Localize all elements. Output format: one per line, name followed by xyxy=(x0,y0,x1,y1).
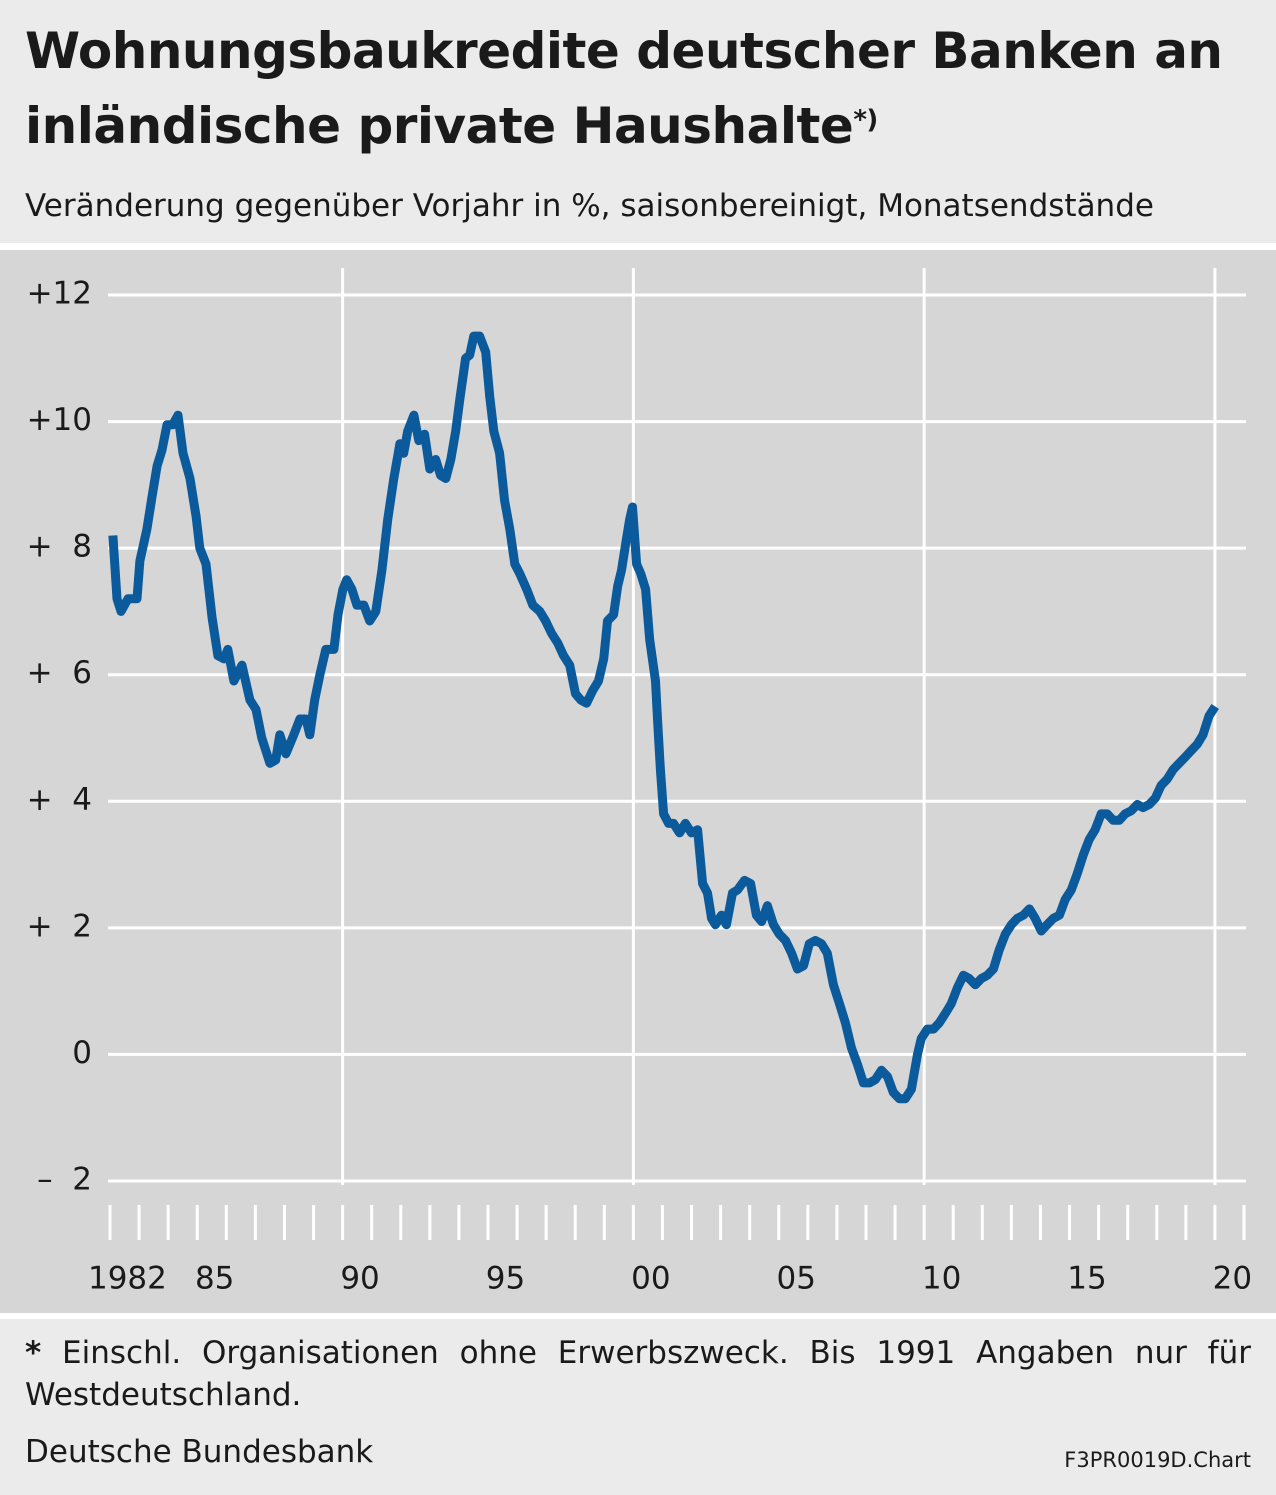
chart-id: F3PR0019D.Chart xyxy=(1064,1448,1251,1472)
grid: +12 +10 + 8 + 6 + 4 + 2 0 – 2 1982 85 90 95 00 05 10 15… xyxy=(27,268,1252,1297)
x-tick-label: 10 xyxy=(922,1261,961,1297)
y-tick-label: + 8 xyxy=(27,529,92,565)
footnote: * Einschl. Organisationen ohne Erwerbszw… xyxy=(25,1332,1251,1416)
y-tick-label: + 4 xyxy=(27,782,92,818)
x-tick-label: 20 xyxy=(1213,1261,1252,1297)
y-tick-label: + 2 xyxy=(27,908,92,944)
subtitle: Veränderung gegenüber Vorjahr in %, sais… xyxy=(25,188,1154,224)
separator xyxy=(0,1313,1276,1319)
chart-title: Wohnungsbaukredite deutscher Banken an i… xyxy=(25,14,1255,164)
x-tick-label: 1982 xyxy=(88,1261,167,1297)
title-note: *) xyxy=(853,105,878,135)
y-tick-label: 0 xyxy=(72,1035,92,1071)
source: Deutsche Bundesbank xyxy=(25,1434,374,1470)
plot-background xyxy=(0,250,1276,1313)
y-tick-label: +10 xyxy=(27,402,92,438)
data-line xyxy=(108,331,1219,1104)
y-tick-label: + 6 xyxy=(27,655,92,691)
separator xyxy=(0,243,1276,250)
x-tick-label: 00 xyxy=(631,1261,670,1297)
x-tick-label: 15 xyxy=(1067,1261,1106,1297)
marks xyxy=(108,331,1219,1104)
x-tick-label: 85 xyxy=(195,1261,234,1297)
footnote-text: Einschl. Organisationen ohne Erwerbszwec… xyxy=(25,1335,1251,1413)
x-tick-label: 95 xyxy=(486,1261,525,1297)
x-tick-label: 05 xyxy=(776,1261,815,1297)
x-tick-label: 90 xyxy=(340,1261,379,1297)
y-tick-label: +12 xyxy=(27,276,92,312)
footnote-marker: * xyxy=(25,1335,42,1371)
y-tick-label: – 2 xyxy=(37,1162,92,1198)
title-text: Wohnungsbaukredite deutscher Banken an i… xyxy=(25,22,1223,155)
